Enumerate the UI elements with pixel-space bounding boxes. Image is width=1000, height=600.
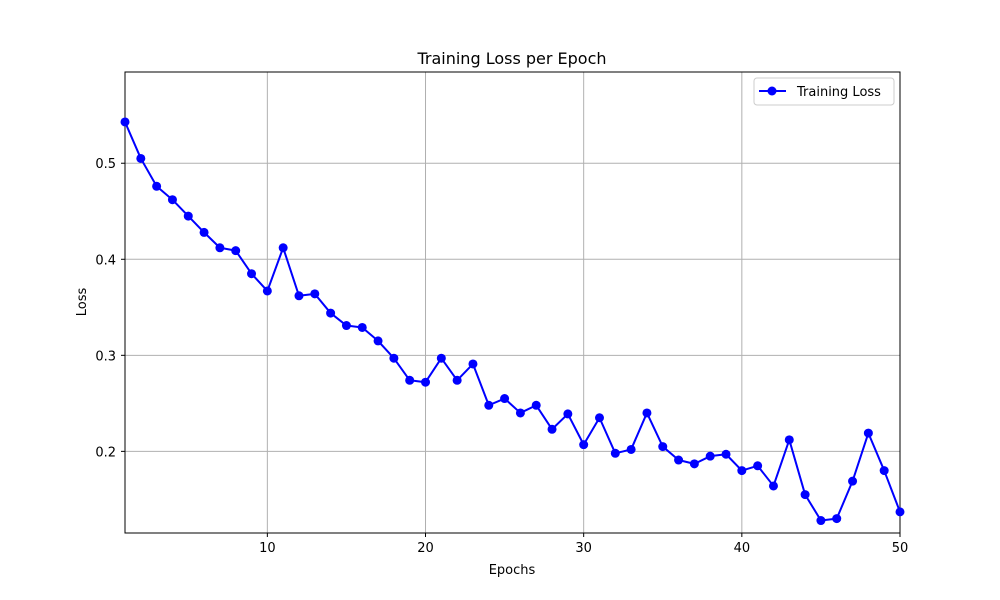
data-point <box>800 490 810 500</box>
data-point <box>832 514 842 524</box>
data-point <box>452 375 462 385</box>
data-point <box>183 211 193 221</box>
data-point <box>436 353 446 363</box>
data-point <box>848 476 858 486</box>
data-point <box>136 153 146 163</box>
data-point <box>784 435 794 445</box>
data-point <box>737 466 747 476</box>
chart-title: Training Loss per Epoch <box>416 49 606 68</box>
data-point <box>231 246 241 256</box>
legend: Training Loss <box>753 77 895 106</box>
data-point <box>642 408 652 418</box>
data-point <box>515 408 525 418</box>
x-tick-label: 50 <box>892 541 909 556</box>
y-tick-label: 0.2 <box>95 445 116 460</box>
data-point <box>689 459 699 469</box>
data-point <box>484 400 494 410</box>
x-tick-label: 20 <box>417 541 434 556</box>
data-point <box>468 359 478 369</box>
data-point <box>563 409 573 419</box>
data-point <box>389 353 399 363</box>
data-point <box>310 289 320 299</box>
data-point <box>294 291 304 301</box>
data-point <box>816 516 826 526</box>
data-point <box>199 227 209 237</box>
data-point <box>357 322 367 332</box>
y-axis-label: Loss <box>75 288 90 317</box>
plot-area <box>124 71 901 534</box>
data-point <box>120 117 130 127</box>
grid-layer <box>125 72 901 533</box>
data-point <box>247 269 257 279</box>
data-point <box>278 243 288 253</box>
data-point <box>768 481 778 491</box>
x-axis: 10 20 30 40 50 <box>259 533 908 556</box>
y-axis: 0.2 0.3 0.4 0.5 <box>95 157 125 460</box>
y-tick-label: 0.5 <box>95 157 116 172</box>
x-tick-label: 40 <box>734 541 751 556</box>
data-point <box>863 428 873 438</box>
y-tick-label: 0.4 <box>95 253 116 268</box>
legend-box <box>753 77 895 106</box>
x-tick-label: 30 <box>575 541 592 556</box>
data-point <box>547 424 557 434</box>
data-point <box>594 413 604 423</box>
data-point <box>262 286 272 296</box>
legend-dot-marker <box>767 86 777 96</box>
y-tick-label: 0.3 <box>95 349 116 364</box>
data-point <box>658 442 668 452</box>
data-point <box>167 195 177 205</box>
data-point <box>421 377 431 387</box>
data-point <box>500 394 510 404</box>
data-point <box>753 461 763 471</box>
data-point <box>879 466 889 476</box>
data-point <box>373 336 383 346</box>
data-point <box>152 181 162 191</box>
data-point <box>674 455 684 465</box>
legend-label: Training Loss <box>796 85 881 100</box>
series-layer <box>120 117 905 526</box>
data-point <box>705 451 715 461</box>
data-point <box>721 449 731 459</box>
data-point <box>626 444 636 454</box>
data-point <box>610 448 620 458</box>
data-point <box>579 440 589 450</box>
data-point <box>405 375 415 385</box>
x-tick-label: 10 <box>259 541 276 556</box>
data-point <box>531 400 541 410</box>
x-axis-label: Epochs <box>489 563 536 578</box>
data-point <box>215 243 225 253</box>
data-point <box>341 321 351 331</box>
data-point <box>895 507 905 517</box>
data-point <box>326 308 336 318</box>
